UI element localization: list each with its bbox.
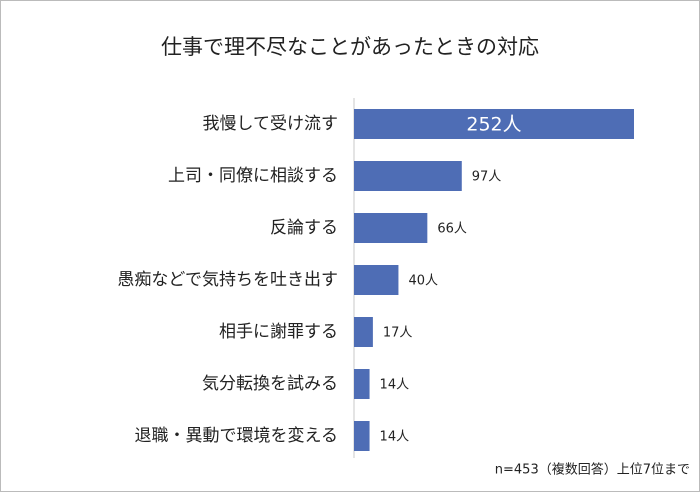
- value-label: 40人: [408, 274, 438, 289]
- bar: [354, 109, 634, 139]
- category-label: 愚痴などで気持ちを吐き出す: [117, 270, 338, 290]
- category-label: 反論する: [270, 218, 338, 238]
- value-label: 17人: [383, 326, 413, 341]
- bar: [354, 213, 428, 243]
- value-label: 14人: [380, 430, 410, 445]
- note: n=453（複数回答）上位7位まで: [495, 462, 690, 478]
- category-label: 退職・異動で環境を変える: [135, 426, 339, 446]
- bar: [354, 369, 370, 399]
- bar: [354, 265, 399, 295]
- category-label: 我慢して受け流す: [203, 113, 339, 134]
- value-label: 66人: [437, 222, 467, 237]
- category-label: 相手に謝罪する: [219, 322, 338, 342]
- chart-title: 仕事で理不尽なことがあったときの対応: [161, 35, 539, 59]
- category-label: 気分転換を試みる: [202, 374, 338, 394]
- value-label: 97人: [472, 170, 502, 185]
- value-label: 252人: [466, 114, 521, 136]
- category-label: 上司・同僚に相談する: [168, 166, 338, 186]
- value-label: 14人: [380, 378, 410, 393]
- bar: [354, 161, 462, 191]
- bar: [354, 317, 373, 347]
- bar: [354, 421, 370, 451]
